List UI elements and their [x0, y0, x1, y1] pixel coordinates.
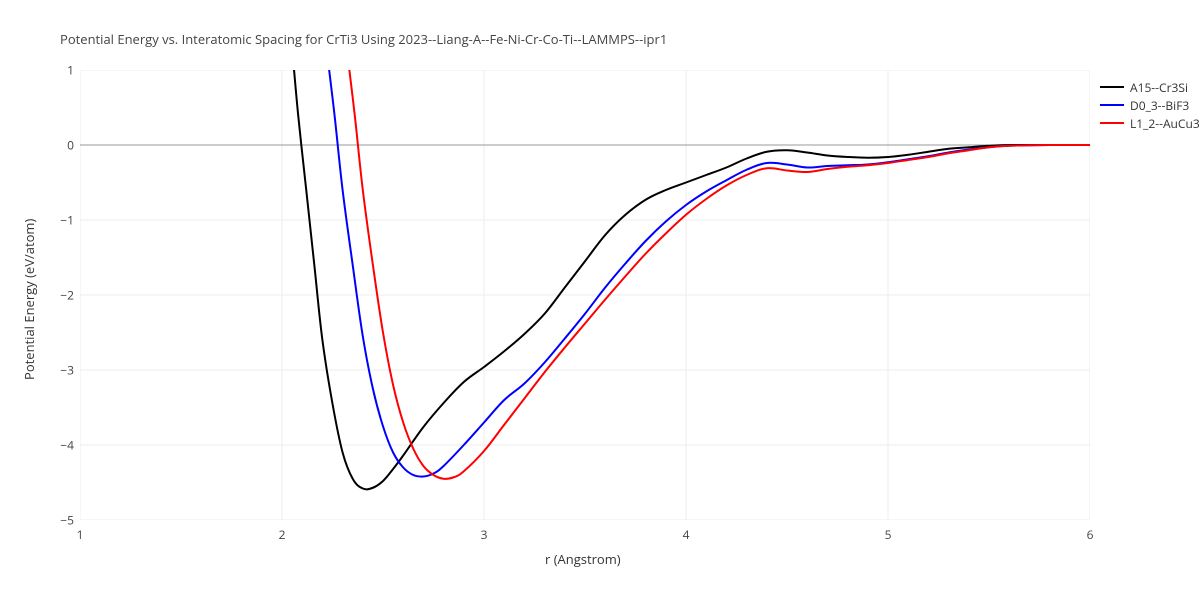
legend-label: D0_3--BiF3 [1130, 97, 1189, 114]
x-tick-label: 5 [885, 526, 892, 543]
series-line[interactable] [326, 70, 1090, 477]
x-tick-label: 4 [683, 526, 690, 543]
legend-item[interactable]: A15--Cr3Si [1100, 78, 1200, 96]
y-tick-label: −5 [50, 512, 74, 529]
y-tick-label: 1 [50, 62, 74, 79]
chart-title: Potential Energy vs. Interatomic Spacing… [60, 30, 667, 48]
y-tick-label: −1 [50, 212, 74, 229]
x-tick-label: 3 [481, 526, 488, 543]
legend-label: L1_2--AuCu3 [1130, 115, 1200, 132]
x-tick-label: 2 [279, 526, 286, 543]
legend-item[interactable]: L1_2--AuCu3 [1100, 114, 1200, 132]
legend-swatch [1100, 86, 1124, 88]
y-axis-label: Potential Energy (eV/atom) [20, 219, 38, 380]
chart-plot-area [80, 70, 1090, 520]
legend-item[interactable]: D0_3--BiF3 [1100, 96, 1200, 114]
y-tick-label: −3 [50, 362, 74, 379]
legend: A15--Cr3SiD0_3--BiF3L1_2--AuCu3 [1100, 78, 1200, 132]
legend-swatch [1100, 122, 1124, 124]
x-tick-label: 6 [1087, 526, 1094, 543]
x-tick-label: 1 [77, 526, 84, 543]
x-axis-label: r (Angstrom) [545, 550, 621, 568]
legend-label: A15--Cr3Si [1130, 79, 1188, 96]
legend-swatch [1100, 104, 1124, 106]
y-tick-label: −4 [50, 437, 74, 454]
series-line[interactable] [292, 70, 1090, 489]
y-tick-label: 0 [50, 137, 74, 154]
y-tick-label: −2 [50, 287, 74, 304]
series-line[interactable] [347, 70, 1090, 479]
